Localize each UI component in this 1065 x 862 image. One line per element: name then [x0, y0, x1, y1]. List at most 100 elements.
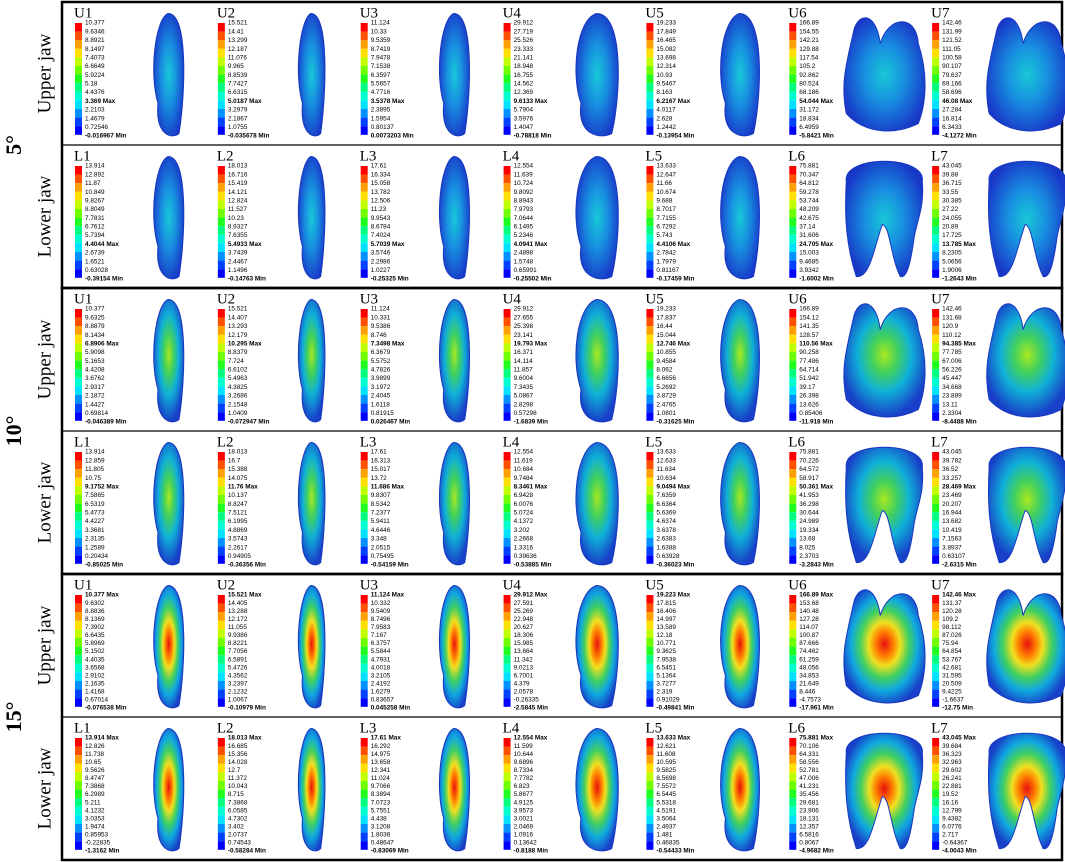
legend-swatch	[360, 638, 368, 647]
legend-label: 11.639	[514, 171, 534, 178]
legend-swatch	[360, 334, 368, 344]
legend-label: 8.7017	[656, 206, 676, 213]
legend-swatch	[503, 689, 511, 699]
legend-swatch	[646, 520, 654, 530]
legend-label: 12.746 Max	[656, 340, 690, 347]
legend-swatch	[360, 74, 368, 84]
legend-label: 4.3562	[228, 672, 248, 679]
legend-label: -17.961 Min	[799, 705, 834, 712]
legend-label: 9.0213	[514, 664, 534, 671]
legend-label: 17.61	[371, 449, 387, 456]
tooth-shape	[575, 298, 619, 423]
legend-swatch	[932, 646, 940, 656]
panel-label: L3	[360, 148, 377, 164]
legend-swatch	[503, 681, 511, 690]
legend-label: 128.57	[799, 332, 819, 339]
legend-swatch	[75, 806, 82, 816]
legend-label: 5.2346	[514, 232, 534, 239]
legend-swatch	[503, 126, 511, 135]
legend-label: 9.8267	[85, 197, 105, 204]
legend-label: -0.25325 Min	[371, 276, 409, 283]
legend-swatch	[75, 824, 82, 833]
legend-label: 3.6378	[656, 527, 676, 534]
legend-swatch	[360, 369, 368, 378]
legend-label: 22.881	[942, 783, 962, 790]
legend-swatch	[360, 681, 368, 690]
legend-swatch	[360, 66, 368, 75]
legend-swatch	[789, 698, 797, 707]
legend-swatch	[360, 252, 368, 261]
tooth-shape	[153, 727, 185, 852]
legend-label: 16.944	[942, 510, 962, 517]
legend-label: 13.658	[371, 759, 391, 766]
legend-label: 2.1867	[228, 115, 248, 122]
legend-swatch	[217, 546, 225, 556]
legend-swatch	[789, 243, 797, 252]
legend-label: 129.88	[799, 46, 819, 53]
legend-label: 32.963	[942, 759, 962, 766]
legend-swatch	[75, 234, 82, 244]
legend-swatch	[360, 689, 368, 699]
legend-swatch	[932, 126, 940, 135]
legend-label: 1.6279	[371, 689, 391, 696]
legend-label: 140.48	[799, 608, 819, 615]
legend-label: 8.025	[799, 544, 815, 551]
legend-swatch	[503, 66, 511, 75]
panel-label: L3	[360, 434, 377, 450]
legend-label: 26.398	[799, 393, 819, 400]
legend-label: 2.3135	[85, 536, 105, 543]
legend-swatch	[503, 83, 511, 92]
legend-swatch	[503, 317, 511, 327]
legend-label: 5.211	[85, 799, 101, 806]
legend-swatch	[217, 503, 225, 513]
legend-label: 98.112	[942, 624, 962, 631]
legend-label: 16.334	[371, 171, 391, 178]
legend-label: 2.1635	[85, 680, 105, 687]
legend-label: 11.124	[371, 20, 391, 27]
legend-label: 11.805	[85, 466, 105, 473]
legend-label: 29.602	[942, 767, 962, 774]
tooth-shape	[986, 303, 1065, 418]
legend-label: 12.633	[656, 457, 676, 464]
legend-swatch	[932, 360, 940, 370]
jaw-label: Upper jaw	[34, 319, 55, 399]
legend-swatch	[360, 555, 368, 564]
legend-swatch	[503, 191, 511, 201]
legend-swatch	[932, 746, 940, 756]
legend-label: 120.9	[942, 323, 958, 330]
legend-label: 15.521	[228, 306, 248, 313]
legend-label: 6.6656	[656, 375, 676, 382]
legend-label: -0.22835	[85, 840, 111, 847]
legend-swatch	[503, 672, 511, 681]
legend-label: 6.9428	[514, 492, 534, 499]
legend-swatch	[75, 520, 82, 530]
legend-swatch	[646, 698, 654, 707]
legend-swatch	[646, 477, 654, 487]
legend-swatch	[789, 360, 797, 370]
legend-label: 6.3597	[371, 72, 391, 79]
legend-label: 4.6446	[371, 527, 391, 534]
legend-label: 8.4747	[85, 775, 105, 782]
legend-label: 87.666	[799, 640, 819, 647]
legend-label: 17.815	[656, 600, 676, 607]
legend-swatch	[503, 629, 511, 638]
legend-swatch	[932, 317, 940, 327]
legend-swatch	[360, 824, 368, 833]
legend-label: 166.89	[799, 306, 819, 313]
legend-swatch	[217, 789, 225, 799]
legend-label: 70.106	[799, 743, 819, 750]
legend-swatch	[503, 655, 511, 664]
legend-swatch	[360, 460, 368, 470]
legend-swatch	[646, 595, 654, 604]
legend-label: 131.37	[942, 600, 962, 607]
legend-swatch	[360, 174, 368, 184]
legend-label: 10.332	[371, 600, 391, 607]
legend-swatch	[789, 689, 797, 699]
legend-label: 3.5378 Max	[371, 98, 405, 105]
legend-swatch	[789, 789, 797, 799]
legend-label: 8.8836	[85, 608, 105, 615]
legend-label: 24.989	[799, 518, 819, 525]
legend-swatch	[789, 520, 797, 530]
legend-swatch	[932, 209, 940, 218]
legend-swatch	[503, 546, 511, 556]
